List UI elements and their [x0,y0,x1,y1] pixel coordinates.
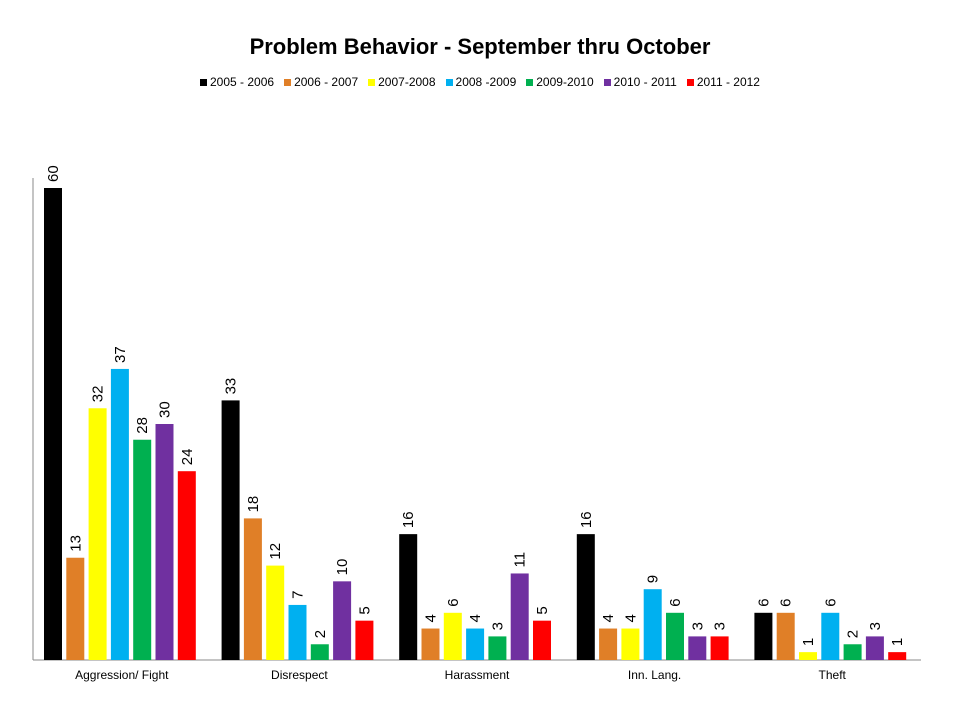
bar [66,557,85,660]
bar [133,439,152,660]
bar [688,636,707,660]
bar [243,518,262,660]
bar [466,628,485,660]
bar [443,612,462,660]
bar [533,620,551,660]
data-label: 18 [245,496,262,513]
data-label: 1 [800,638,817,646]
data-label: 16 [578,511,595,528]
data-label: 6 [667,598,684,606]
legend-swatch [445,78,453,86]
x-tick-label: Disrespect [271,668,328,682]
legend-item: 2010 - 2011 [603,75,677,89]
data-label: 5 [356,606,373,614]
legend: 2005 - 2006 2006 - 2007 2007-2008 2008 -200… [0,75,960,89]
x-tick-label: Harassment [445,668,510,682]
bar [510,573,529,660]
bar [776,612,795,660]
bar [865,636,884,660]
bar [288,604,307,660]
data-label: 16 [400,511,417,528]
bar [599,628,618,660]
x-tick-label: Aggression/ Fight [75,668,169,682]
bar [221,400,240,660]
data-label: 4 [423,614,440,622]
bar [710,636,729,660]
bar [621,628,640,660]
x-tick-label: Theft [819,668,847,682]
bar [799,652,817,660]
legend-item: 2011 - 2012 [686,75,760,89]
data-label: 2 [312,630,329,638]
data-label: 3 [867,622,884,630]
legend-label: 2010 - 2011 [613,75,677,89]
data-label: 4 [622,614,639,622]
data-label: 2 [845,630,862,638]
data-label: 3 [712,622,729,630]
legend-swatch [284,78,292,86]
data-label: 10 [334,559,351,576]
legend-label: 2008 -2009 [455,75,517,89]
bar [576,534,595,660]
data-label: 3 [689,622,706,630]
data-label: 24 [179,449,196,466]
data-label: 7 [290,591,307,599]
data-label: 60 [45,165,62,182]
data-label: 33 [223,378,240,395]
legend-item: 2007-2008 [368,75,436,89]
legend-label: 2007-2008 [378,75,436,89]
data-label: 6 [822,598,839,606]
legend-item: 2006 - 2007 [284,75,358,89]
bar [643,589,662,660]
bar [488,636,507,660]
data-label: 3 [489,622,506,630]
bar [421,628,440,660]
data-label: 28 [134,417,151,434]
data-label: 30 [157,401,174,418]
legend-swatch [200,78,207,86]
data-label: 12 [267,543,284,560]
bar [310,644,329,660]
bar [399,534,418,660]
bar [888,652,907,660]
bar [666,612,684,660]
bar [821,612,840,660]
data-label: 5 [534,606,551,614]
legend-label: 2011 - 2012 [696,75,760,89]
legend-label: 2006 - 2007 [294,75,359,89]
bar [88,408,107,660]
data-label: 6 [445,598,462,606]
data-label: 37 [112,346,129,363]
bar [177,471,196,660]
data-label: 13 [67,535,84,552]
bar [155,424,174,660]
data-label: 9 [645,575,662,583]
legend-swatch [368,78,376,86]
data-label: 4 [600,614,617,622]
bar [333,581,352,660]
legend-swatch [526,78,534,86]
data-label: 6 [755,598,772,606]
data-label: 6 [778,598,795,606]
data-label: 11 [512,552,529,568]
legend-item: 2009-2010 [526,75,594,89]
bar [754,612,773,660]
legend-item: 2008 -2009 [445,75,517,89]
legend-swatch [603,78,611,86]
bar [266,565,285,660]
bar [110,368,129,660]
chart-title: Problem Behavior - September thru Octobe… [249,34,711,59]
legend-item: 2005 - 2006 [200,75,274,89]
legend-swatch [686,78,694,86]
bar [355,620,374,660]
x-tick-label: Inn. Lang. [628,668,681,682]
legend-label: 2005 - 2006 [210,75,275,89]
data-label: 32 [90,386,107,403]
bar [44,188,62,660]
bar [843,644,862,660]
legend-label: 2009-2010 [536,75,594,89]
data-label: 4 [467,614,484,622]
data-label: 1 [889,638,906,646]
